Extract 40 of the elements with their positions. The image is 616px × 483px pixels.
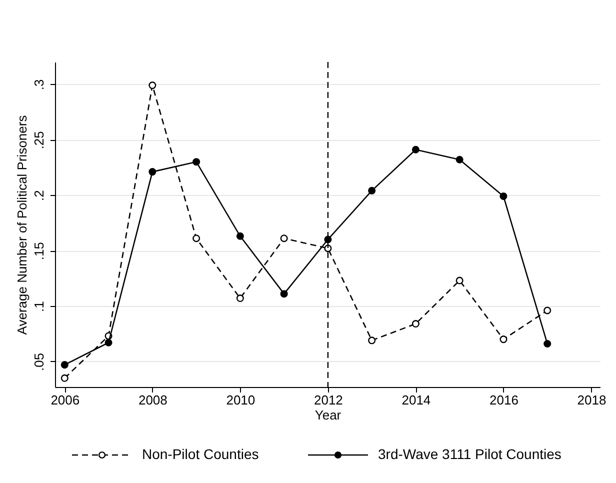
point — [456, 156, 464, 164]
y-tick-label: .2 — [32, 190, 46, 202]
point — [104, 338, 112, 346]
point — [412, 146, 420, 154]
point — [236, 232, 244, 240]
point — [236, 294, 244, 302]
point — [148, 168, 156, 176]
point — [60, 361, 68, 369]
legend-label: 3rd-Wave 3111 Pilot Counties — [378, 446, 562, 462]
x-axis-title: Year — [314, 408, 342, 422]
x-tick-label: 2018 — [577, 392, 606, 408]
y-tick-label: .25 — [32, 131, 46, 150]
x-tick-label: 2008 — [138, 392, 168, 408]
point — [192, 158, 200, 166]
point — [148, 82, 156, 90]
point — [280, 290, 288, 298]
x-tick-label: 2010 — [226, 392, 256, 408]
point — [324, 244, 332, 252]
point — [500, 336, 508, 344]
point — [280, 234, 288, 242]
x-tick-label: 2006 — [50, 392, 80, 408]
point — [324, 236, 332, 244]
x-tick-label: 2014 — [402, 392, 431, 408]
y-tick-label: .3 — [32, 79, 46, 90]
point — [192, 234, 200, 242]
y-tick-label: .1 — [32, 301, 46, 312]
point — [544, 306, 552, 314]
point — [456, 276, 464, 284]
point — [500, 192, 508, 200]
point — [544, 340, 552, 348]
point — [412, 320, 420, 328]
y-tick-label: .05 — [32, 352, 46, 372]
point — [60, 374, 68, 382]
x-tick-label: 2012 — [314, 392, 343, 408]
point — [368, 336, 376, 344]
legend-label: Non-Pilot Counties — [142, 446, 259, 462]
y-axis-title: Average Number of Political Prisoners — [14, 114, 30, 335]
point — [368, 186, 376, 194]
x-tick-label: 2016 — [490, 392, 518, 408]
y-tick-label: .15 — [32, 242, 46, 260]
